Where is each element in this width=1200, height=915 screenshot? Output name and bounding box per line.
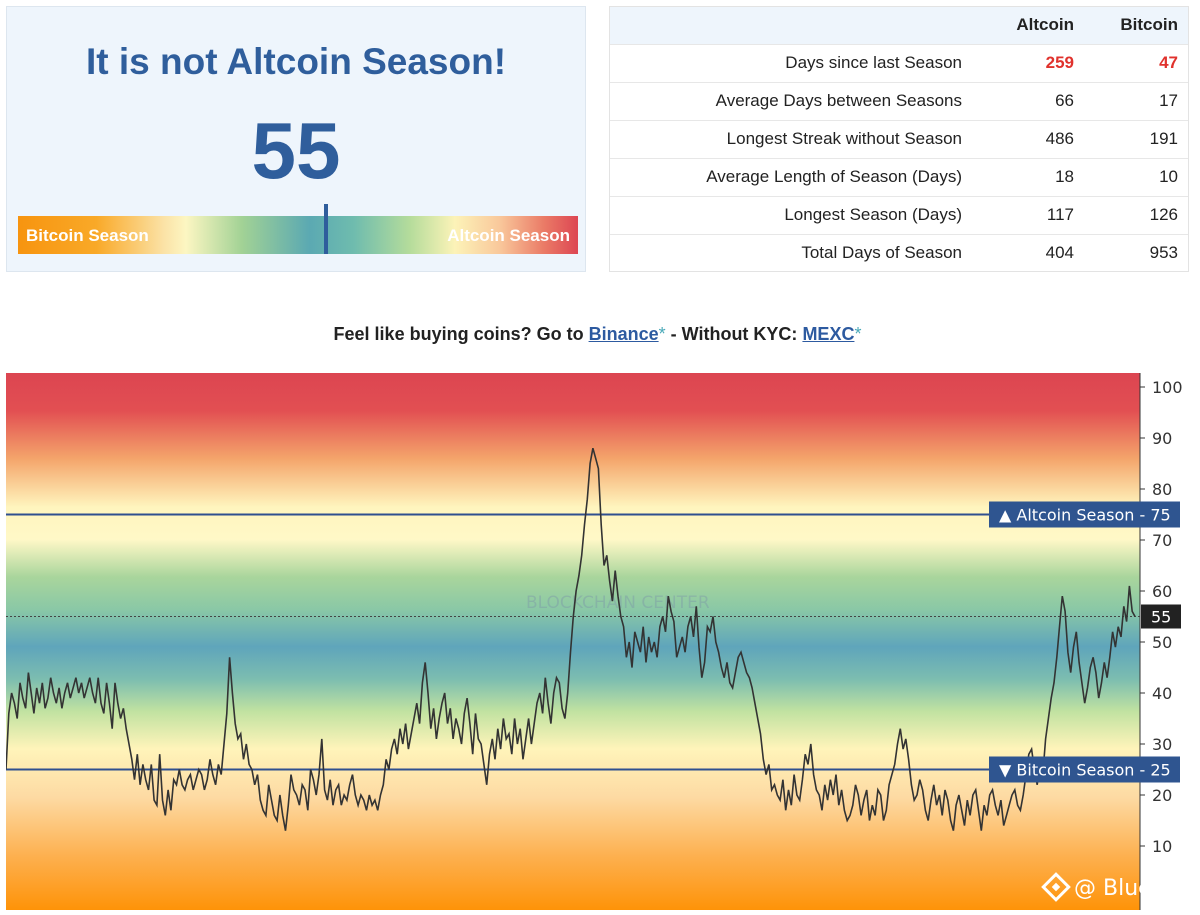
threshold-label: ▲ Altcoin Season - 75: [999, 506, 1171, 525]
current-value-label: 55: [1141, 604, 1181, 629]
header-label: [610, 7, 980, 44]
y-tick-label: 40: [1152, 684, 1172, 703]
table-row: Total Days of Season 404 953: [610, 233, 1188, 272]
header-altcoin: Altcoin: [980, 7, 1084, 44]
season-index-value: 55: [251, 106, 341, 195]
gauge-marker: [324, 204, 328, 254]
gauge-label-altcoin-season: Altcoin Season: [447, 226, 570, 245]
binance-link[interactable]: Binance: [588, 324, 659, 344]
bitcoin-value: 191: [1084, 119, 1188, 158]
table-header-row: Altcoin Bitcoin: [610, 7, 1188, 44]
y-axis-area: [1140, 373, 1192, 910]
table-row: Average Length of Season (Days) 18 10: [610, 157, 1188, 196]
table-row: Days since last Season 259 47: [610, 43, 1188, 82]
altcoin-value: 486: [980, 119, 1084, 158]
altcoin-value: 18: [980, 157, 1084, 196]
season-stats-table: Altcoin Bitcoin Days since last Season 2…: [610, 7, 1188, 272]
bitcoin-value: 126: [1084, 195, 1188, 234]
table-row: Average Days between Seasons 66 17: [610, 81, 1188, 120]
promo-line: Feel like buying coins? Go to Binance* -…: [0, 324, 1195, 345]
threshold-lines: [6, 513, 1140, 771]
row-label: Average Length of Season (Days): [610, 157, 980, 196]
chart-watermark: BLOCKCHAIN CENTER: [526, 593, 710, 613]
y-tick-label: 70: [1152, 531, 1172, 550]
altcoin-value: 66: [980, 81, 1084, 120]
altcoin-value: 117: [980, 195, 1084, 234]
gauge-label-bitcoin-season: Bitcoin Season: [26, 226, 149, 245]
series-line: [5, 447, 1136, 831]
bitcoin-value: 47: [1084, 43, 1188, 82]
altcoin-value: 404: [980, 233, 1084, 272]
y-tick-label: 10: [1152, 837, 1172, 856]
threshold-labels: ▲ Altcoin Season - 75 ▼ Bitcoin Season - …: [989, 501, 1180, 783]
promo-middle: - Without KYC:: [665, 324, 803, 344]
y-tick-label: 90: [1152, 429, 1172, 448]
y-tick-label: 80: [1152, 480, 1172, 499]
current-value-text: 55: [1151, 608, 1171, 627]
y-axis-ticks: 10 20 30 40 50 60 70 80 90 100: [1140, 378, 1183, 856]
season-stats-table-panel: Altcoin Bitcoin Days since last Season 2…: [609, 6, 1189, 272]
row-label: Longest Streak without Season: [610, 119, 980, 158]
y-tick-label: 30: [1152, 735, 1172, 754]
bitcoin-value: 953: [1084, 233, 1188, 272]
altcoin-value: 259: [980, 43, 1084, 82]
mexc-link[interactable]: MEXC: [802, 324, 855, 344]
season-panel: It is not Altcoin Season! 55 Bitcoin Sea…: [6, 6, 586, 272]
promo-prefix: Feel like buying coins? Go to: [333, 324, 589, 344]
threshold-label: ▼ Bitcoin Season - 25: [999, 761, 1171, 780]
altcoin-season-chart: 10 20 30 40 50 60 70 80 90 100 BLOCKCHAIN CENTER …: [5, 373, 1198, 910]
header-bitcoin: Bitcoin: [1084, 7, 1188, 44]
current-value-box: [1141, 604, 1181, 629]
bitcoin-value: 10: [1084, 157, 1188, 196]
threshold-label-box: [989, 756, 1180, 783]
y-tick-label: 100: [1152, 378, 1183, 397]
binance-asterisk: *: [658, 324, 666, 344]
season-gauge-bar: Bitcoin Season Altcoin Season: [18, 216, 578, 254]
y-tick-label: 60: [1152, 582, 1172, 601]
row-label: Longest Season (Days): [610, 195, 980, 234]
table-row: Longest Streak without Season 486 191: [610, 119, 1188, 158]
season-title: It is not Altcoin Season!: [85, 41, 507, 82]
row-label: Average Days between Seasons: [610, 81, 980, 120]
mexc-asterisk: *: [854, 324, 862, 344]
credit-text: @ Bluechip: [1074, 876, 1192, 901]
table-row: Longest Season (Days) 117 126: [610, 195, 1188, 234]
row-label: Total Days of Season: [610, 233, 980, 272]
bitcoin-value: 17: [1084, 81, 1188, 120]
y-tick-label: 50: [1152, 633, 1172, 652]
chart-background: [6, 373, 1140, 910]
y-tick-label: 20: [1152, 786, 1172, 805]
row-label: Days since last Season: [610, 43, 980, 82]
threshold-label-box: [989, 501, 1180, 528]
